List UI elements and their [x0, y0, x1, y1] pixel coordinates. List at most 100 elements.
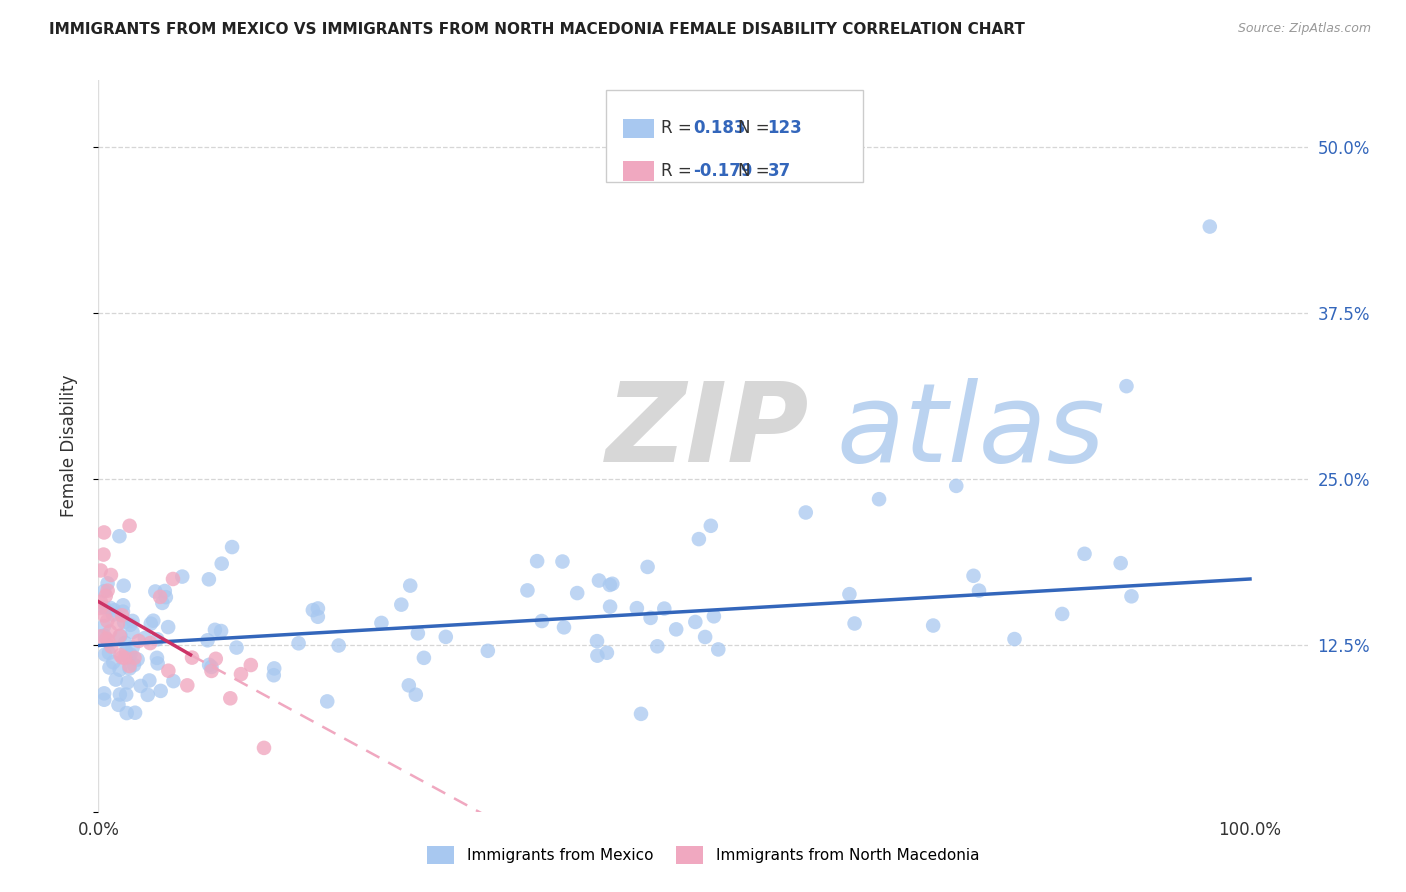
Point — [111, 605, 134, 619]
Point — [118, 661, 141, 675]
Point — [110, 629, 132, 643]
Point — [307, 609, 329, 624]
Point — [225, 640, 247, 655]
Point — [162, 674, 184, 689]
Point — [567, 586, 589, 600]
Point — [139, 616, 162, 631]
Point — [229, 667, 252, 681]
Point — [626, 601, 648, 615]
Point — [399, 579, 422, 593]
Point — [530, 614, 553, 628]
Text: ZIP: ZIP — [606, 378, 810, 485]
Point — [204, 623, 226, 637]
Text: N =: N = — [738, 120, 775, 137]
Point — [124, 706, 146, 720]
Point — [93, 548, 115, 562]
Point — [600, 576, 623, 591]
Point — [93, 629, 115, 643]
Point — [640, 611, 662, 625]
Point — [108, 688, 131, 702]
Point — [263, 661, 285, 675]
Point — [599, 578, 621, 592]
Point — [967, 583, 990, 598]
Point — [122, 658, 145, 673]
Point — [516, 583, 538, 598]
Point — [107, 698, 129, 712]
Point — [146, 632, 169, 647]
Point — [586, 648, 609, 663]
Point — [198, 572, 221, 586]
Point — [108, 663, 131, 677]
Point — [962, 569, 984, 583]
Point — [551, 555, 574, 569]
Point — [100, 640, 122, 654]
Point — [96, 614, 118, 628]
Point — [114, 636, 136, 650]
Point — [176, 678, 198, 692]
Point — [263, 668, 285, 682]
Point — [172, 569, 194, 583]
Point — [115, 644, 138, 658]
Point — [108, 529, 131, 543]
Point — [107, 616, 129, 631]
Point — [586, 634, 609, 648]
Point — [197, 633, 219, 648]
Point — [98, 624, 121, 639]
Point — [120, 648, 142, 662]
Point — [652, 601, 675, 615]
Point — [688, 532, 710, 546]
Point — [665, 623, 688, 637]
Point — [307, 601, 329, 615]
Point — [945, 479, 967, 493]
Point — [700, 518, 723, 533]
Text: N =: N = — [738, 162, 775, 180]
Point — [94, 589, 117, 603]
Point — [157, 664, 180, 678]
Point — [139, 636, 162, 650]
Point — [98, 660, 121, 674]
Point — [90, 595, 112, 609]
Point — [93, 525, 115, 540]
Point — [120, 618, 142, 632]
Text: R =: R = — [661, 162, 697, 180]
Text: 0.183: 0.183 — [693, 120, 745, 137]
Point — [142, 614, 165, 628]
Point — [707, 642, 730, 657]
Point — [129, 679, 152, 693]
Point — [94, 648, 117, 662]
Point — [103, 603, 125, 617]
Point — [118, 518, 141, 533]
Point — [146, 650, 169, 665]
Point — [157, 620, 180, 634]
Point — [553, 620, 575, 634]
Point — [149, 684, 172, 698]
Point — [143, 584, 166, 599]
Point — [868, 492, 890, 507]
Point — [93, 619, 115, 633]
Text: -0.179: -0.179 — [693, 162, 752, 180]
Legend: Immigrants from Mexico, Immigrants from North Macedonia: Immigrants from Mexico, Immigrants from … — [420, 840, 986, 870]
Point — [100, 568, 122, 582]
Text: IMMIGRANTS FROM MEXICO VS IMMIGRANTS FROM NORTH MACEDONIA FEMALE DISABILITY CORR: IMMIGRANTS FROM MEXICO VS IMMIGRANTS FRO… — [49, 22, 1025, 37]
Point — [219, 691, 242, 706]
Text: Source: ZipAtlas.com: Source: ZipAtlas.com — [1237, 22, 1371, 36]
Point — [121, 614, 143, 628]
Point — [1109, 556, 1132, 570]
Y-axis label: Female Disability: Female Disability — [59, 375, 77, 517]
Point — [112, 615, 135, 629]
Point — [155, 590, 177, 604]
Point — [121, 625, 143, 640]
Point — [181, 650, 204, 665]
Point — [110, 648, 132, 662]
Point — [1121, 590, 1143, 604]
Point — [434, 630, 457, 644]
Text: 37: 37 — [768, 162, 792, 180]
Point — [477, 644, 499, 658]
Point — [703, 609, 725, 624]
Point — [406, 626, 429, 640]
Point — [112, 579, 135, 593]
Point — [162, 572, 184, 586]
Point — [149, 590, 172, 604]
Point — [1004, 632, 1026, 646]
Point — [90, 564, 112, 578]
